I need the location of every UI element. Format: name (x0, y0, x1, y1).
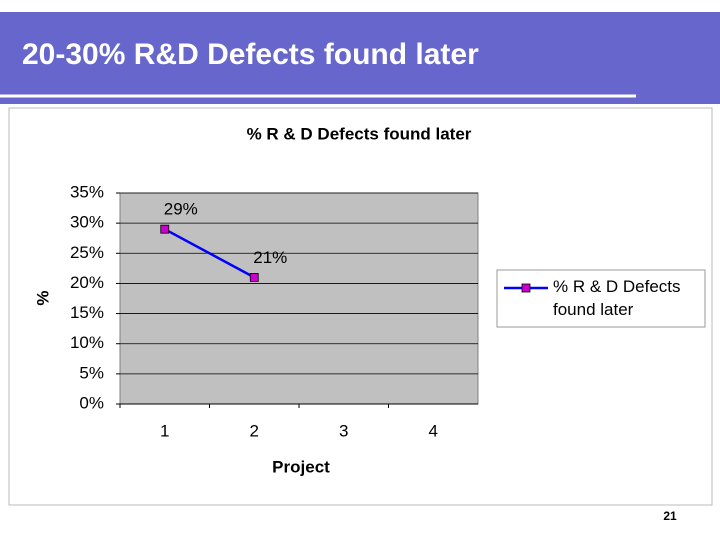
series-line (164, 228, 255, 279)
y-tick-label: 35% (70, 182, 104, 201)
y-tick-label: 30% (70, 213, 104, 232)
page-number: 21 (663, 509, 677, 523)
slide-title: 20-30% R&D Defects found later (22, 38, 479, 71)
y-tick-label: 0% (79, 393, 104, 412)
legend-box (496, 269, 706, 328)
x-axis-label: Project (272, 457, 330, 476)
y-tick-label: 15% (70, 303, 104, 322)
chart-title: % R & D Defects found later (247, 124, 472, 143)
header-band (0, 12, 720, 104)
legend-label: % R & D Defects found later (553, 277, 681, 319)
y-tick-label: 25% (70, 243, 104, 262)
point-marker (249, 272, 259, 282)
y-tick-label: 20% (70, 273, 104, 292)
data-label: 21% (253, 248, 287, 267)
legend-marker (521, 283, 531, 293)
x-tick-label: 4 (429, 421, 438, 440)
y-tick-label: 5% (79, 363, 104, 382)
point-marker (160, 224, 170, 234)
y-tick-label: 10% (70, 333, 104, 352)
x-tick-label: 1 (160, 421, 169, 440)
y-axis-label: % (33, 290, 52, 305)
x-tick-label: 3 (339, 421, 348, 440)
x-tick-label: 2 (250, 421, 259, 440)
data-label: 29% (164, 200, 198, 219)
plot-area (119, 192, 479, 405)
